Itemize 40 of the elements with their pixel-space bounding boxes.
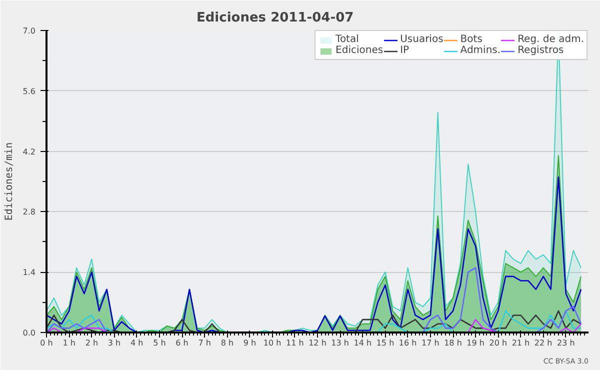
x-tick-label: 3 h [108, 338, 121, 348]
x-tick-label: 16 h [398, 338, 417, 348]
x-tick-label: 14 h [354, 338, 372, 348]
y-tick-label: 4.2 [22, 147, 36, 156]
legend-label: Reg. de adm. [518, 34, 584, 45]
x-tick-label: 23 h [557, 338, 575, 348]
x-tick-label: 10 h [263, 338, 282, 348]
x-tick-label: 0 h [40, 338, 53, 348]
y-tick-label: 5.6 [22, 86, 36, 96]
x-tick-label: 4 h [130, 338, 144, 348]
y-axis-title: Ediciones/min [4, 142, 15, 221]
x-tick-label: 22 h [534, 338, 552, 348]
x-tick-label: 20 h [489, 338, 508, 348]
x-tick-label: 12 h [308, 338, 326, 348]
y-tick-label: 7.0 [22, 26, 36, 36]
legend-label: IP [400, 45, 410, 56]
x-tick-label: 17 h [422, 338, 440, 348]
x-tick-label: 21 h [512, 338, 530, 348]
chart-title: Ediciones 2011-04-07 [196, 10, 354, 26]
x-tick-label: 6 h [176, 338, 188, 348]
y-tick-label: 1.4 [22, 268, 36, 278]
x-tick-label: 8 h [220, 338, 234, 348]
x-tick-label: 11 h [286, 338, 304, 348]
legend-label: Registros [518, 45, 564, 56]
x-tick-label: 13 h [331, 338, 349, 348]
legend-label: Admins. [460, 45, 501, 56]
legend-label: Usuarios [400, 34, 444, 45]
y-tick-label: 2.8 [22, 208, 36, 217]
x-tick-label: 2 h [85, 338, 98, 348]
legend-label: Bots [460, 34, 482, 45]
y-tick-label: 0.0 [22, 328, 36, 338]
x-tick-label: 15 h [376, 338, 394, 348]
legend-label: Ediciones [336, 45, 384, 56]
x-tick-label: 9 h [243, 338, 256, 348]
x-tick-label: 7 h [198, 338, 211, 348]
legend-label: Total [336, 34, 359, 45]
x-tick-label: 19 h [466, 338, 484, 348]
x-tick-label: 5 h [153, 338, 166, 348]
x-tick-label: 1 h [62, 338, 76, 348]
x-tick-label: 18 h [444, 338, 462, 348]
